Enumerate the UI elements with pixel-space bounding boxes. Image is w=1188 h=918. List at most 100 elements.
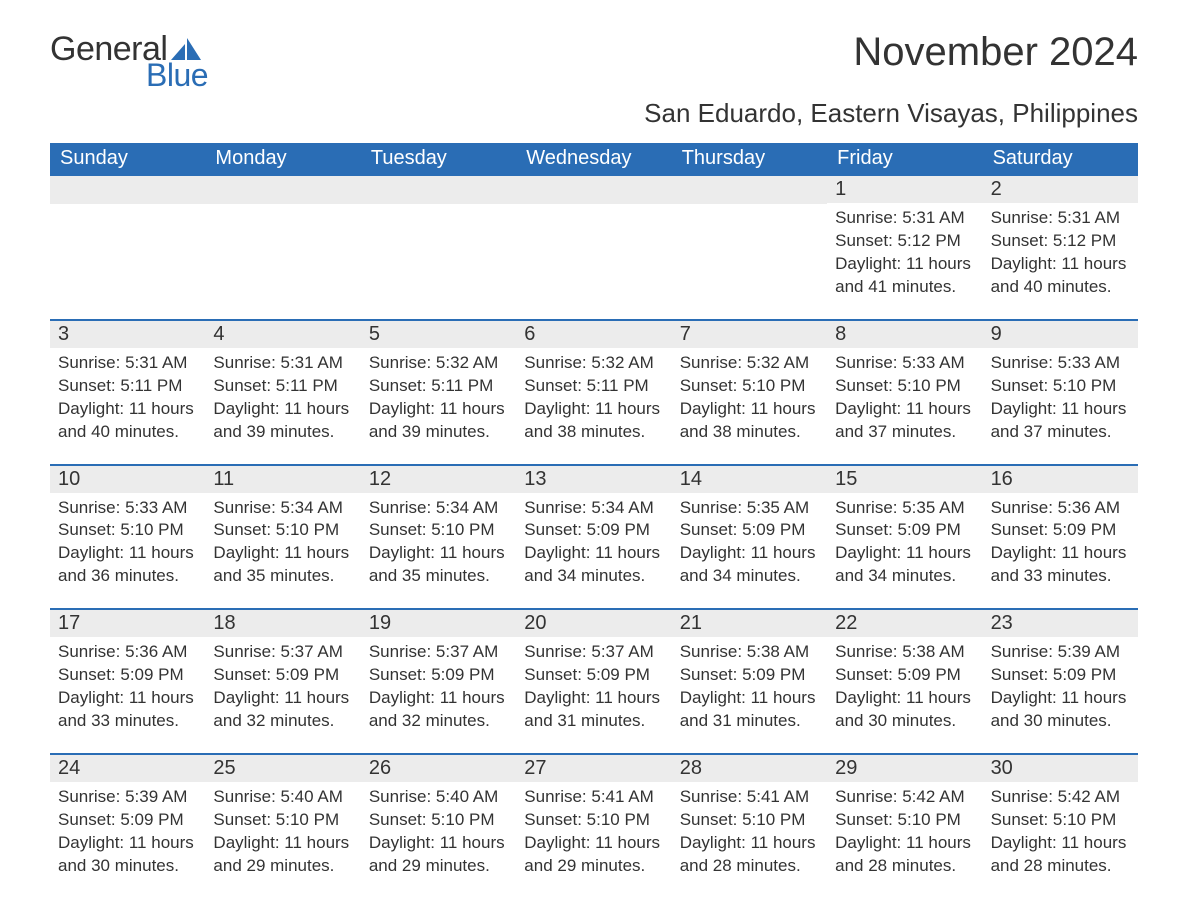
sunrise-text: Sunrise: 5:42 AM — [835, 786, 974, 809]
cell-date — [516, 176, 671, 204]
calendar-cell: 19Sunrise: 5:37 AMSunset: 5:09 PMDayligh… — [361, 610, 516, 733]
sunrise-text: Sunrise: 5:37 AM — [213, 641, 352, 664]
sunrise-text: Sunrise: 5:33 AM — [58, 497, 197, 520]
sunrise-text: Sunrise: 5:38 AM — [680, 641, 819, 664]
daylight-text: Daylight: 11 hours and 34 minutes. — [524, 542, 663, 588]
calendar-cell: 6Sunrise: 5:32 AMSunset: 5:11 PMDaylight… — [516, 321, 671, 444]
calendar-cell: 30Sunrise: 5:42 AMSunset: 5:10 PMDayligh… — [983, 755, 1138, 878]
cell-body: Sunrise: 5:31 AMSunset: 5:11 PMDaylight:… — [205, 348, 360, 444]
sunrise-text: Sunrise: 5:36 AM — [991, 497, 1130, 520]
sunrise-text: Sunrise: 5:40 AM — [213, 786, 352, 809]
daylight-text: Daylight: 11 hours and 37 minutes. — [991, 398, 1130, 444]
sunset-text: Sunset: 5:09 PM — [991, 664, 1130, 687]
cell-date — [205, 176, 360, 204]
calendar-week: 1Sunrise: 5:31 AMSunset: 5:12 PMDaylight… — [50, 176, 1138, 299]
calendar-cell: 16Sunrise: 5:36 AMSunset: 5:09 PMDayligh… — [983, 466, 1138, 589]
sunset-text: Sunset: 5:10 PM — [991, 375, 1130, 398]
daylight-text: Daylight: 11 hours and 28 minutes. — [680, 832, 819, 878]
calendar-cell: 11Sunrise: 5:34 AMSunset: 5:10 PMDayligh… — [205, 466, 360, 589]
cell-date: 10 — [50, 466, 205, 493]
daylight-text: Daylight: 11 hours and 29 minutes. — [369, 832, 508, 878]
daylight-text: Daylight: 11 hours and 33 minutes. — [991, 542, 1130, 588]
sunset-text: Sunset: 5:10 PM — [213, 519, 352, 542]
cell-body: Sunrise: 5:31 AMSunset: 5:12 PMDaylight:… — [827, 203, 982, 299]
sunrise-text: Sunrise: 5:37 AM — [524, 641, 663, 664]
dayname-header-row: Sunday Monday Tuesday Wednesday Thursday… — [50, 143, 1138, 176]
sunrise-text: Sunrise: 5:35 AM — [835, 497, 974, 520]
sunrise-text: Sunrise: 5:31 AM — [835, 207, 974, 230]
sunset-text: Sunset: 5:09 PM — [835, 664, 974, 687]
cell-date: 14 — [672, 466, 827, 493]
dayname-sunday: Sunday — [50, 143, 205, 176]
sunrise-text: Sunrise: 5:31 AM — [58, 352, 197, 375]
calendar-cell: 18Sunrise: 5:37 AMSunset: 5:09 PMDayligh… — [205, 610, 360, 733]
cell-date: 4 — [205, 321, 360, 348]
calendar-cell: 2Sunrise: 5:31 AMSunset: 5:12 PMDaylight… — [983, 176, 1138, 299]
cell-body: Sunrise: 5:42 AMSunset: 5:10 PMDaylight:… — [983, 782, 1138, 878]
cell-body: Sunrise: 5:37 AMSunset: 5:09 PMDaylight:… — [205, 637, 360, 733]
location-subtitle: San Eduardo, Eastern Visayas, Philippine… — [50, 98, 1138, 129]
cell-date: 24 — [50, 755, 205, 782]
cell-date — [361, 176, 516, 204]
sunset-text: Sunset: 5:11 PM — [58, 375, 197, 398]
daylight-text: Daylight: 11 hours and 33 minutes. — [58, 687, 197, 733]
sunrise-text: Sunrise: 5:31 AM — [991, 207, 1130, 230]
sunrise-text: Sunrise: 5:36 AM — [58, 641, 197, 664]
cell-body: Sunrise: 5:34 AMSunset: 5:10 PMDaylight:… — [361, 493, 516, 589]
page-title: November 2024 — [853, 30, 1138, 75]
cell-body: Sunrise: 5:38 AMSunset: 5:09 PMDaylight:… — [827, 637, 982, 733]
sunset-text: Sunset: 5:09 PM — [58, 809, 197, 832]
cell-body: Sunrise: 5:35 AMSunset: 5:09 PMDaylight:… — [827, 493, 982, 589]
logo-text-blue: Blue — [146, 57, 208, 94]
daylight-text: Daylight: 11 hours and 30 minutes. — [991, 687, 1130, 733]
sunset-text: Sunset: 5:09 PM — [835, 519, 974, 542]
sunset-text: Sunset: 5:12 PM — [835, 230, 974, 253]
cell-body: Sunrise: 5:40 AMSunset: 5:10 PMDaylight:… — [205, 782, 360, 878]
daylight-text: Daylight: 11 hours and 28 minutes. — [835, 832, 974, 878]
cell-date: 19 — [361, 610, 516, 637]
daylight-text: Daylight: 11 hours and 31 minutes. — [524, 687, 663, 733]
daylight-text: Daylight: 11 hours and 29 minutes. — [524, 832, 663, 878]
cell-body: Sunrise: 5:38 AMSunset: 5:09 PMDaylight:… — [672, 637, 827, 733]
calendar-cell: 26Sunrise: 5:40 AMSunset: 5:10 PMDayligh… — [361, 755, 516, 878]
calendar-cell: 8Sunrise: 5:33 AMSunset: 5:10 PMDaylight… — [827, 321, 982, 444]
calendar-cell: 25Sunrise: 5:40 AMSunset: 5:10 PMDayligh… — [205, 755, 360, 878]
sunrise-text: Sunrise: 5:31 AM — [213, 352, 352, 375]
calendar-cell: 14Sunrise: 5:35 AMSunset: 5:09 PMDayligh… — [672, 466, 827, 589]
cell-date: 16 — [983, 466, 1138, 493]
daylight-text: Daylight: 11 hours and 31 minutes. — [680, 687, 819, 733]
sunset-text: Sunset: 5:10 PM — [58, 519, 197, 542]
sunset-text: Sunset: 5:11 PM — [369, 375, 508, 398]
cell-body: Sunrise: 5:33 AMSunset: 5:10 PMDaylight:… — [827, 348, 982, 444]
sunrise-text: Sunrise: 5:32 AM — [680, 352, 819, 375]
cell-body: Sunrise: 5:40 AMSunset: 5:10 PMDaylight:… — [361, 782, 516, 878]
sunrise-text: Sunrise: 5:34 AM — [213, 497, 352, 520]
daylight-text: Daylight: 11 hours and 34 minutes. — [835, 542, 974, 588]
calendar-cell: 13Sunrise: 5:34 AMSunset: 5:09 PMDayligh… — [516, 466, 671, 589]
cell-body: Sunrise: 5:33 AMSunset: 5:10 PMDaylight:… — [50, 493, 205, 589]
daylight-text: Daylight: 11 hours and 40 minutes. — [58, 398, 197, 444]
cell-date: 28 — [672, 755, 827, 782]
cell-date: 30 — [983, 755, 1138, 782]
calendar-cell: 17Sunrise: 5:36 AMSunset: 5:09 PMDayligh… — [50, 610, 205, 733]
cell-date: 23 — [983, 610, 1138, 637]
calendar-cell: 24Sunrise: 5:39 AMSunset: 5:09 PMDayligh… — [50, 755, 205, 878]
cell-date: 25 — [205, 755, 360, 782]
daylight-text: Daylight: 11 hours and 35 minutes. — [213, 542, 352, 588]
calendar-cell — [205, 176, 360, 299]
sunset-text: Sunset: 5:09 PM — [680, 519, 819, 542]
calendar-cell — [361, 176, 516, 299]
calendar-cell: 22Sunrise: 5:38 AMSunset: 5:09 PMDayligh… — [827, 610, 982, 733]
weeks-container: 1Sunrise: 5:31 AMSunset: 5:12 PMDaylight… — [50, 176, 1138, 878]
daylight-text: Daylight: 11 hours and 34 minutes. — [680, 542, 819, 588]
sunrise-text: Sunrise: 5:37 AM — [369, 641, 508, 664]
sunset-text: Sunset: 5:09 PM — [213, 664, 352, 687]
daylight-text: Daylight: 11 hours and 37 minutes. — [835, 398, 974, 444]
cell-body: Sunrise: 5:31 AMSunset: 5:12 PMDaylight:… — [983, 203, 1138, 299]
calendar-week: 3Sunrise: 5:31 AMSunset: 5:11 PMDaylight… — [50, 319, 1138, 444]
cell-body: Sunrise: 5:36 AMSunset: 5:09 PMDaylight:… — [983, 493, 1138, 589]
cell-date: 15 — [827, 466, 982, 493]
calendar-cell: 23Sunrise: 5:39 AMSunset: 5:09 PMDayligh… — [983, 610, 1138, 733]
dayname-saturday: Saturday — [983, 143, 1138, 176]
cell-date: 2 — [983, 176, 1138, 203]
